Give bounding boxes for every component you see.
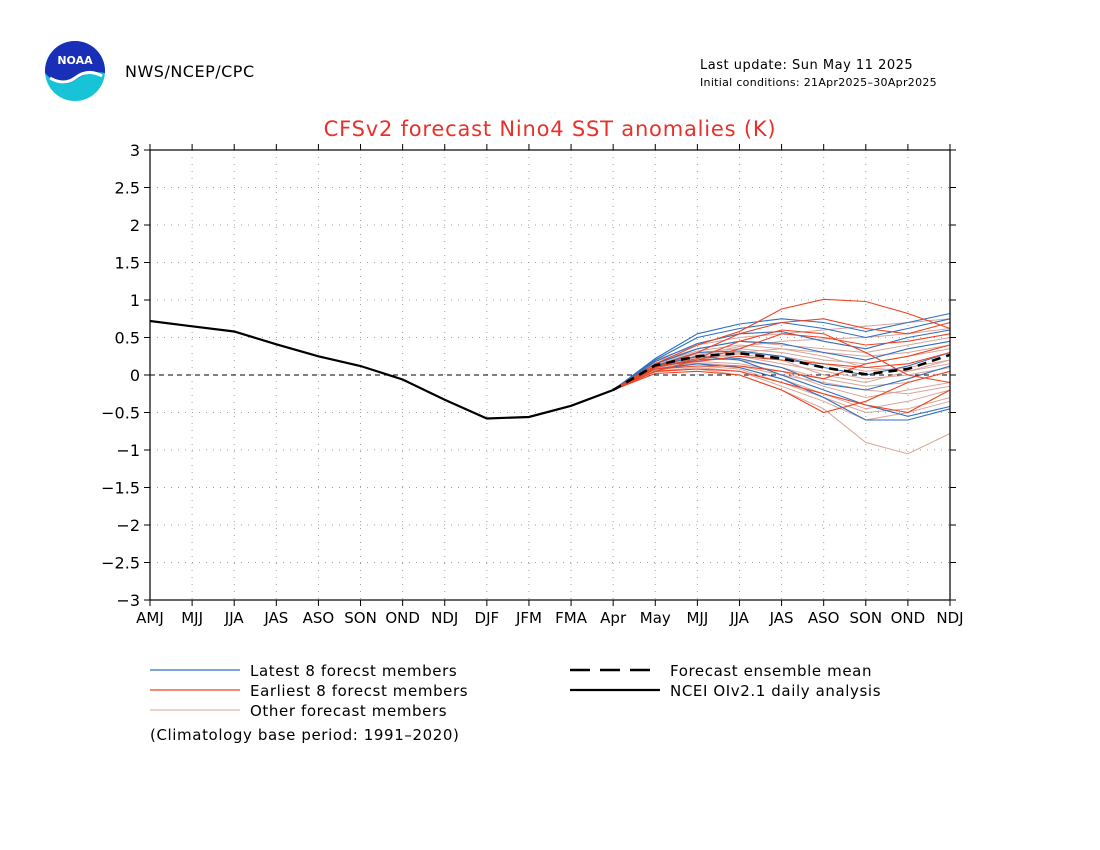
- y-tick-label: −2: [116, 516, 140, 535]
- x-tick-label: May: [640, 609, 671, 627]
- legend-label-observed: NCEI OIv2.1 daily analysis: [670, 682, 881, 700]
- climatology-footnote: (Climatology base period: 1991–2020): [150, 726, 460, 744]
- x-tick-label: ASO: [303, 609, 335, 627]
- x-tick-label: ASO: [808, 609, 840, 627]
- y-tick-label: 0: [130, 366, 140, 385]
- x-tick-label: MJJ: [686, 609, 708, 627]
- x-tick-label: JAS: [769, 609, 794, 627]
- earliest-member-line: [612, 370, 951, 414]
- y-tick-label: 3: [130, 141, 140, 160]
- y-tick-label: 0.5: [115, 329, 140, 348]
- y-axis: 3 2.5 2 1.5 1 0.5 0 −0.5 −1 −1.5 −2 −2.5 −3: [101, 141, 956, 610]
- latest-member-line: [612, 329, 951, 391]
- x-tick-label: FMA: [555, 609, 588, 627]
- legend-label-earliest: Earliest 8 forecst members: [250, 682, 468, 700]
- chart-title: CFSv2 forecast Nino4 SST anomalies (K): [324, 117, 777, 141]
- earliest-member-line: [612, 298, 951, 391]
- noaa-logo: NOAA: [45, 41, 105, 101]
- x-tick-label: Apr: [600, 609, 627, 627]
- latest-member-line: [612, 340, 951, 391]
- latest-member-line: [612, 312, 951, 391]
- earliest-member-line: [612, 368, 951, 414]
- observed-series: [149, 319, 614, 420]
- observed-analysis-line: [149, 319, 614, 420]
- x-tick-label: DJF: [475, 609, 500, 627]
- earliest-member-line: [612, 344, 951, 391]
- x-tick-label: NDJ: [936, 609, 963, 627]
- x-tick-label: SON: [344, 609, 377, 627]
- y-tick-label: −3: [116, 591, 140, 610]
- x-tick-label: NDJ: [431, 609, 458, 627]
- x-tick-label: OND: [891, 609, 926, 627]
- x-tick-label: OND: [385, 609, 420, 627]
- initial-conditions: Initial conditions: 21Apr2025–30Apr2025: [700, 76, 937, 89]
- x-tick-label: SON: [850, 609, 883, 627]
- legend-label-mean: Forecast ensemble mean: [670, 662, 872, 680]
- y-tick-label: −0.5: [101, 404, 140, 423]
- x-tick-label: AMJ: [136, 609, 164, 627]
- y-tick-label: −2.5: [101, 554, 140, 573]
- earliest-member-line: [612, 329, 951, 391]
- logo-text: NOAA: [57, 54, 93, 67]
- legend-label-other: Other forecast members: [250, 702, 447, 720]
- ensemble-mean-series: [612, 351, 951, 392]
- ensemble-mean-line: [612, 351, 951, 392]
- x-axis: AMJ MJJ JJA JAS ASO SON OND NDJ DJF JFM FMA Apr May M…: [136, 144, 964, 627]
- y-tick-label: 2: [130, 216, 140, 235]
- y-tick-label: 1.5: [115, 254, 140, 273]
- x-tick-label: JJA: [729, 609, 750, 627]
- x-tick-label: MJJ: [181, 609, 203, 627]
- y-tick-label: −1: [116, 441, 140, 460]
- legend-label-latest: Latest 8 forecst members: [250, 662, 457, 680]
- y-tick-label: 1: [130, 291, 140, 310]
- x-tick-label: JJA: [224, 609, 245, 627]
- legend: Latest 8 forecst members Earliest 8 fore…: [150, 662, 881, 720]
- y-tick-label: 2.5: [115, 179, 140, 198]
- x-tick-label: JFM: [515, 609, 542, 627]
- x-tick-label: JAS: [263, 609, 288, 627]
- agency-label: NWS/NCEP/CPC: [125, 62, 255, 81]
- last-update: Last update: Sun May 11 2025: [700, 58, 914, 73]
- y-tick-label: −1.5: [101, 479, 140, 498]
